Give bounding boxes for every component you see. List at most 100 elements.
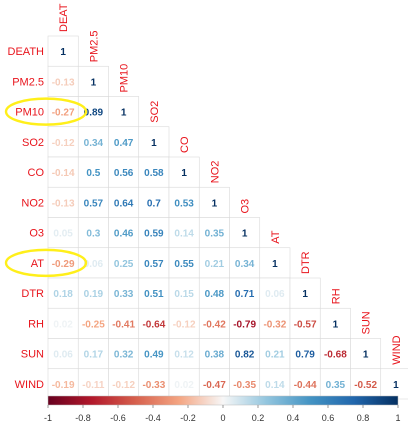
cell-value: 0.02 — [174, 380, 194, 391]
cell-frame — [77, 368, 109, 400]
cell-value: 0.05 — [53, 229, 73, 240]
cell-value: -0.42 — [203, 319, 226, 330]
cell-value: 0.06 — [265, 289, 285, 300]
cell-value: 1 — [272, 259, 278, 270]
cell-value: 0.55 — [174, 259, 194, 270]
cell-frame — [198, 186, 230, 218]
cell-frame — [138, 247, 170, 279]
cell-frame — [47, 35, 79, 67]
cell-value: 1 — [60, 47, 66, 58]
cell-frame — [47, 65, 79, 97]
heatmap-cell: 0.14 — [259, 368, 291, 400]
heatmap-cell: -0.19 — [47, 368, 79, 400]
heatmap-cell: 0.47 — [108, 126, 140, 158]
cell-frame — [77, 65, 109, 97]
cell-value: 0.57 — [144, 259, 164, 270]
heatmap-cell: -0.57 — [289, 307, 321, 339]
heatmap-cell: 0.25 — [108, 247, 140, 279]
cell-value: -0.29 — [52, 259, 75, 270]
heatmap-cell: -0.11 — [77, 368, 109, 400]
cell-value: 0.79 — [295, 350, 315, 361]
cell-value: 0.21 — [265, 350, 285, 361]
cell-value: 0.21 — [205, 259, 225, 270]
cell-frame — [168, 186, 200, 218]
cell-value: 0.3 — [86, 229, 100, 240]
cell-value: 0.02 — [53, 319, 73, 330]
matrix-cells: 1 -0.13 1 -0.27 0.89 1 -0.12 0.34 0.47 1 -0.14 0.5 0… — [47, 35, 408, 400]
heatmap-cell: -0.68 — [319, 338, 351, 370]
heatmap-cell: -0.33 — [138, 368, 170, 400]
colorbar — [47, 395, 399, 406]
cell-value: 0.46 — [114, 229, 134, 240]
cell-frame — [259, 247, 291, 279]
heatmap-cell: 0.57 — [138, 247, 170, 279]
column-label: CO — [179, 136, 191, 153]
heatmap-cell: 0.02 — [47, 307, 79, 339]
cell-value: -0.27 — [52, 108, 75, 119]
heatmap-cell: -0.25 — [77, 307, 109, 339]
heatmap-cell: -0.42 — [198, 307, 230, 339]
heatmap-cell: 0.06 — [47, 338, 79, 370]
cell-value: 0.32 — [114, 350, 134, 361]
cell-value: 0.35 — [205, 229, 225, 240]
heatmap-cell: -0.79 — [229, 307, 261, 339]
row-label: CO — [28, 167, 45, 179]
colorbar-tick-label: 1 — [395, 413, 400, 423]
cell-frame — [259, 368, 291, 400]
heatmap-cell: 0.17 — [77, 338, 109, 370]
cell-value: 0.7 — [147, 198, 161, 209]
cell-value: 0.33 — [114, 289, 134, 300]
cell-frame — [108, 186, 140, 218]
cell-value: -0.68 — [324, 350, 347, 361]
cell-value: 0.12 — [174, 350, 194, 361]
cell-value: 0.59 — [144, 229, 164, 240]
colorbar-tick-label: -0.6 — [110, 413, 126, 423]
cell-value: 0.89 — [84, 108, 104, 119]
cell-value: 0.14 — [265, 380, 285, 391]
heatmap-cell: -0.44 — [289, 368, 321, 400]
heatmap-cell: 0.71 — [229, 277, 261, 309]
cell-value: 0.48 — [205, 289, 225, 300]
heatmap-cell: 0.3 — [77, 217, 109, 249]
cell-value: 0.17 — [84, 350, 104, 361]
heatmap-cell: 0.46 — [108, 217, 140, 249]
heatmap-cell: 0.06 — [77, 247, 109, 279]
cell-value: 1 — [151, 138, 157, 149]
cell-frame — [138, 156, 170, 188]
cell-value: 0.15 — [174, 289, 194, 300]
cell-value: -0.25 — [82, 319, 105, 330]
cell-value: 0.18 — [53, 289, 73, 300]
row-label: DTR — [21, 288, 44, 300]
heatmap-cell: 0.64 — [108, 186, 140, 218]
column-labels: DEAT PM2.5 PM10 SO2 CO NO2 O3 AT DTR RH SUN WIND — [58, 3, 403, 365]
heatmap-cell: 1 — [259, 247, 291, 279]
colorbar-tick-label: 0 — [220, 413, 225, 423]
heatmap-cell: 0.55 — [168, 247, 200, 279]
cell-frame — [198, 217, 230, 249]
heatmap-cell: 0.02 — [168, 368, 200, 400]
cell-frame — [319, 338, 351, 370]
column-label: DTR — [300, 251, 312, 274]
heatmap-cell: -0.13 — [47, 65, 79, 97]
cell-frame — [77, 186, 109, 218]
cell-frame — [47, 368, 79, 400]
cell-value: -0.57 — [294, 319, 317, 330]
heatmap-cell: 0.51 — [138, 277, 170, 309]
heatmap-cell: 0.12 — [168, 338, 200, 370]
cell-value: 1 — [212, 198, 218, 209]
heatmap-cell: 1 — [380, 368, 408, 400]
column-label: PM2.5 — [88, 30, 100, 62]
cell-value: -0.79 — [233, 319, 256, 330]
column-label: O3 — [240, 199, 252, 214]
heatmap-cell: 0.53 — [168, 186, 200, 218]
column-label: SUN — [361, 311, 373, 334]
row-label: SO2 — [22, 137, 44, 149]
cell-value: 1 — [363, 350, 369, 361]
cell-frame — [259, 307, 291, 339]
colorbar-tick-label: -0.4 — [145, 413, 161, 423]
heatmap-cell: -0.14 — [47, 156, 79, 188]
row-label: O3 — [29, 228, 44, 240]
cell-value: -0.13 — [52, 77, 75, 88]
cell-value: 0.57 — [84, 198, 104, 209]
